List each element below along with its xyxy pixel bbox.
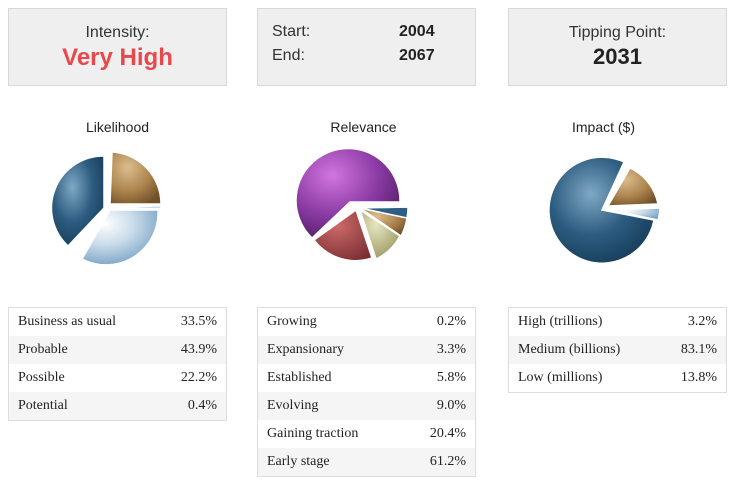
- legend-label: Expansionary: [257, 336, 404, 364]
- tipping-point-value: 2031: [593, 44, 642, 69]
- legend-label: Established: [267, 370, 332, 385]
- table-row: Established 5.8%: [258, 364, 476, 392]
- relevance-pie-chart: [295, 147, 409, 262]
- table-row: Potential 0.4%: [8, 392, 227, 421]
- legend-label: Gaining traction: [267, 426, 359, 441]
- intensity-value: Very High: [62, 44, 173, 71]
- table-row: Expansionary 3.3%: [257, 336, 476, 364]
- legend-value: 9.0%: [403, 392, 476, 420]
- likelihood-slice-business-as-usual: [50, 155, 105, 248]
- legend-label: Growing: [267, 314, 317, 329]
- likelihood-pie-chart: [50, 151, 162, 266]
- legend-value: 61.2%: [403, 448, 476, 477]
- legend-label: Early stage: [257, 448, 404, 477]
- impact-legend-table: High (trillions) 3.2% Medium (billions) …: [508, 307, 727, 393]
- start-label: Start:: [272, 23, 311, 40]
- relevance-title: Relevance: [330, 119, 397, 135]
- legend-value: 0.2%: [436, 314, 466, 329]
- table-row: Gaining traction 20.4%: [258, 420, 476, 448]
- legend-label: Business as usual: [18, 314, 116, 329]
- legend-label: Evolving: [257, 392, 404, 420]
- table-row: Growing 0.2%: [258, 308, 476, 337]
- table-row: Evolving 9.0%: [257, 392, 476, 420]
- legend-label: High (trillions): [518, 314, 603, 329]
- relevance-slice-growing: [359, 205, 409, 208]
- tipping-point-label: Tipping Point:: [568, 24, 667, 41]
- relevance-slice-gaining-traction: [312, 208, 373, 262]
- table-row: High (trillions) 3.2%: [509, 308, 727, 337]
- legend-value: 3.2%: [687, 314, 717, 329]
- impact-slice-low: [606, 167, 659, 207]
- legend-label: Probable: [8, 336, 157, 364]
- relevance-slice-early-stage: [295, 147, 401, 240]
- legend-label: Medium (billions): [508, 336, 659, 364]
- start-value: 2004: [399, 23, 435, 40]
- legend-value: 33.5%: [180, 314, 217, 329]
- intensity-card: Intensity: Very High: [8, 8, 227, 86]
- legend-value: 3.3%: [403, 336, 476, 364]
- period-card: Start: 2004 End: 2067: [257, 8, 476, 86]
- legend-value: 22.2%: [180, 370, 217, 385]
- relevance-legend-table: Growing 0.2% Expansionary 3.3% Establish…: [257, 307, 476, 477]
- likelihood-legend-table: Business as usual 33.5% Probable 43.9% P…: [8, 307, 227, 421]
- legend-value: 0.4%: [156, 392, 227, 421]
- legend-label: Potential: [8, 392, 157, 421]
- impact-title: Impact ($): [571, 119, 635, 135]
- legend-value: 20.4%: [429, 426, 466, 441]
- legend-value: 5.8%: [436, 370, 466, 385]
- likelihood-title: Likelihood: [85, 119, 150, 135]
- legend-label: Possible: [18, 370, 65, 385]
- legend-value: 43.9%: [156, 336, 227, 364]
- end-label: End:: [272, 47, 305, 64]
- likelihood-slice-possible: [109, 151, 162, 205]
- likelihood-slice-probable: [80, 209, 159, 266]
- table-row: Early stage 61.2%: [257, 448, 476, 477]
- legend-label: Low (millions): [518, 370, 603, 385]
- table-row: Business as usual 33.5%: [9, 308, 227, 337]
- tipping-point-card: Tipping Point: 2031: [508, 8, 727, 86]
- intensity-label: Intensity:: [85, 24, 150, 41]
- table-row: Low (millions) 13.8%: [509, 364, 727, 393]
- impact-slice-high: [609, 207, 661, 221]
- table-row: Medium (billions) 83.1%: [508, 336, 727, 364]
- impact-slice-medium: [548, 156, 655, 264]
- end-value: 2067: [399, 47, 435, 64]
- impact-pie-chart: [548, 156, 661, 264]
- legend-value: 83.1%: [658, 336, 727, 364]
- legend-value: 13.8%: [680, 370, 717, 385]
- table-row: Probable 43.9%: [8, 336, 227, 364]
- table-row: Possible 22.2%: [9, 364, 227, 392]
- likelihood-slice-potential: [109, 205, 162, 209]
